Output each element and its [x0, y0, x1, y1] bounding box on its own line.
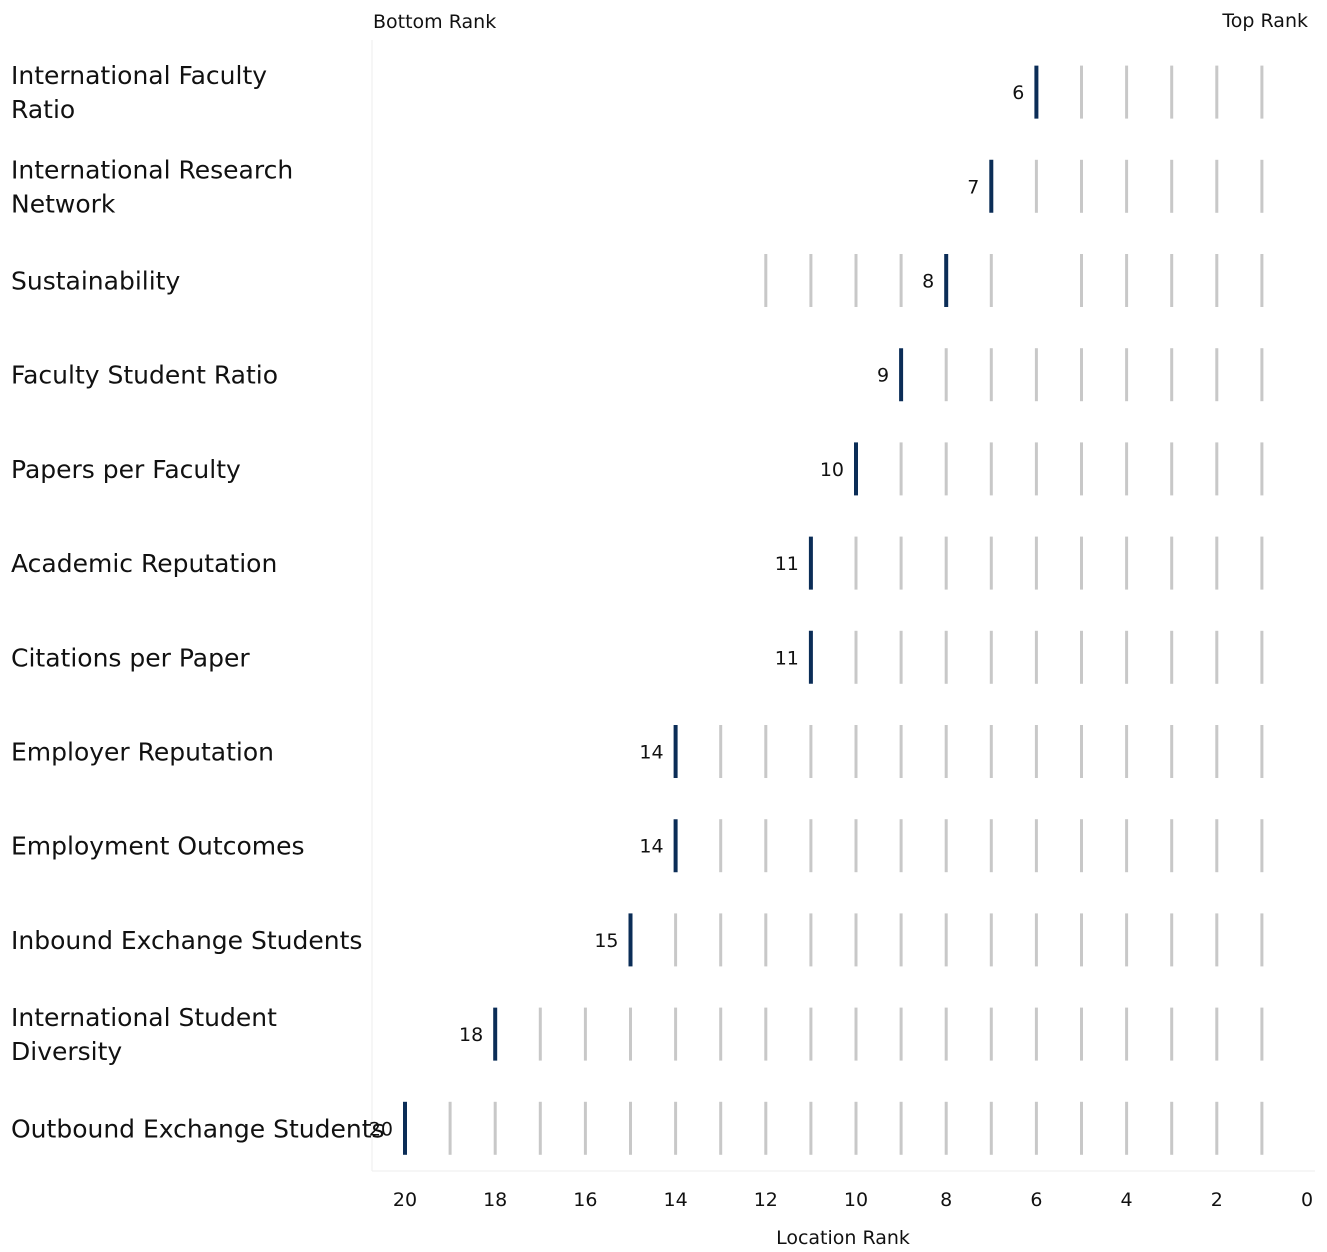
rank-data-label: 7 — [967, 176, 979, 198]
category-label: Sustainability — [11, 267, 180, 296]
rank-data-label: 14 — [639, 742, 663, 764]
x-tick-label: 0 — [1301, 1189, 1313, 1211]
top-rank-label: Top Rank — [1221, 10, 1308, 32]
x-tick-label: 6 — [1030, 1189, 1042, 1211]
rank-data-label: 15 — [594, 930, 618, 952]
x-tick-label: 20 — [393, 1189, 417, 1211]
rank-data-label: 11 — [775, 647, 799, 669]
x-axis-title: Location Rank — [776, 1227, 910, 1248]
x-tick-label: 16 — [573, 1189, 597, 1211]
rank-data-label: 18 — [459, 1024, 483, 1046]
category-label: Papers per Faculty — [11, 455, 241, 484]
rank-data-label: 6 — [1012, 82, 1024, 104]
x-tick-label: 4 — [1121, 1189, 1133, 1211]
category-label: International Student Diversity — [11, 1003, 277, 1066]
rank-data-label: 8 — [922, 271, 934, 293]
category-label: Inbound Exchange Students — [11, 926, 362, 955]
rank-data-label: 10 — [820, 459, 844, 481]
category-label: Academic Reputation — [11, 549, 277, 578]
x-tick-label: 12 — [754, 1189, 778, 1211]
category-label: Employment Outcomes — [11, 832, 305, 861]
bottom-rank-label: Bottom Rank — [373, 11, 496, 33]
category-label: Outbound Exchange Students — [11, 1114, 385, 1143]
category-label: International Faculty Ratio — [11, 61, 267, 124]
rank-data-label: 20 — [369, 1118, 393, 1140]
x-tick-label: 18 — [483, 1189, 507, 1211]
x-tick-label: 10 — [844, 1189, 868, 1211]
category-label: Faculty Student Ratio — [11, 361, 278, 390]
category-label: International Research Network — [11, 155, 293, 218]
rank-data-label: 14 — [639, 836, 663, 858]
x-tick-label: 14 — [664, 1189, 688, 1211]
category-label: Employer Reputation — [11, 738, 274, 767]
category-label: Citations per Paper — [11, 643, 250, 672]
x-tick-label: 2 — [1211, 1189, 1223, 1211]
x-tick-label: 8 — [940, 1189, 952, 1211]
rank-data-label: 9 — [877, 365, 889, 387]
rank-data-label: 11 — [775, 553, 799, 575]
